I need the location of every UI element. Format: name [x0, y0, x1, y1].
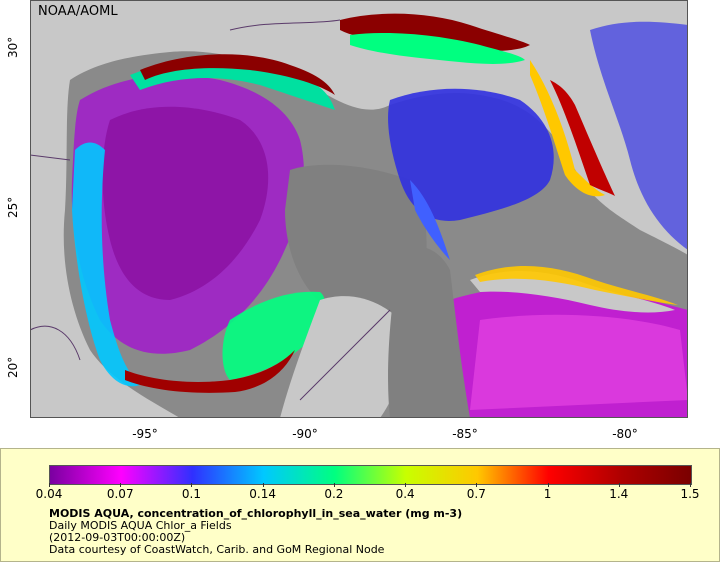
lon-tick-85: -85°: [452, 427, 478, 441]
legend-product: Daily MODIS AQUA Chlor_a Fields: [49, 519, 232, 532]
colorbar-tick-label: 1.4: [609, 487, 629, 501]
colorbar-tick-label: 1.5: [680, 487, 700, 501]
caribbean-pink: [470, 314, 688, 410]
coastal-band-west: [72, 142, 140, 387]
credit-label: NOAA/AOML: [38, 4, 118, 19]
colorbar-tick-label: 0.4: [395, 487, 415, 501]
colorbar-tick-mark: [333, 483, 335, 487]
colorbar-tick-mark: [191, 483, 193, 487]
legend-title: MODIS AQUA, concentration_of_chlorophyll…: [49, 507, 463, 520]
lon-tick-95: -95°: [132, 427, 158, 441]
chlorophyll-map: NOAA/AOML: [30, 0, 688, 418]
lon-tick-80: -80°: [612, 427, 638, 441]
cuba-coast: [475, 265, 678, 305]
legend-courtesy: Data courtesy of CoastWatch, Carib. and …: [49, 543, 385, 556]
lat-tick-25: 25°: [6, 196, 20, 218]
colorbar-tick-label: 1: [543, 487, 552, 501]
lon-tick-90: -90°: [292, 427, 318, 441]
border-line-1: [30, 154, 71, 161]
colorbar-tick-label: 0.14: [249, 487, 277, 501]
colorbar-tick-mark: [690, 483, 691, 487]
atlantic-strip: [590, 21, 688, 250]
colorbar: [49, 465, 692, 485]
coastal-band-north-red: [140, 54, 335, 95]
coastal-band-yucatan-red: [125, 350, 295, 393]
colorbar-tick-label: 0.1: [181, 487, 201, 501]
lat-tick-30: 30°: [6, 36, 20, 58]
coastal-band-ne-green: [350, 33, 525, 64]
cuba-landmass: [470, 270, 675, 313]
colorbar-tick-label: 0.07: [106, 487, 134, 501]
colorbar-tick-label: 0.2: [324, 487, 344, 501]
border-line-2: [30, 325, 81, 361]
colorbar-tick-mark: [262, 483, 264, 487]
blue-water-east: [388, 88, 554, 221]
colorbar-tick-label: 0.04: [35, 487, 63, 501]
no-data-central: [285, 164, 427, 325]
coastal-band-yucatan: [222, 291, 326, 380]
legend-date: (2012-09-03T00:00:00Z): [49, 531, 186, 544]
colorbar-tick-mark: [49, 483, 50, 487]
colorbar-tick-label: 0.7: [466, 487, 486, 501]
map-frame: [30, 0, 688, 418]
no-data-swath: [388, 246, 470, 418]
border-line-4: [229, 19, 341, 31]
lat-tick-20: 20°: [6, 356, 20, 378]
colorbar-tick-mark: [618, 483, 620, 487]
colorbar-tick-mark: [476, 483, 478, 487]
coastal-band-florida-red: [550, 80, 615, 196]
coastal-band-florida: [530, 60, 605, 197]
colorbar-tick-mark: [547, 483, 549, 487]
coastal-band-ne: [340, 13, 530, 51]
open-water-west-inner: [102, 106, 269, 300]
map-graphic: [30, 0, 688, 418]
colorbar-tick-mark: [120, 483, 122, 487]
blue-streak: [410, 180, 450, 260]
colorbar-tick-mark: [405, 483, 407, 487]
border-line-3: [299, 309, 391, 401]
legend-panel: MODIS AQUA, concentration_of_chlorophyll…: [0, 448, 720, 562]
